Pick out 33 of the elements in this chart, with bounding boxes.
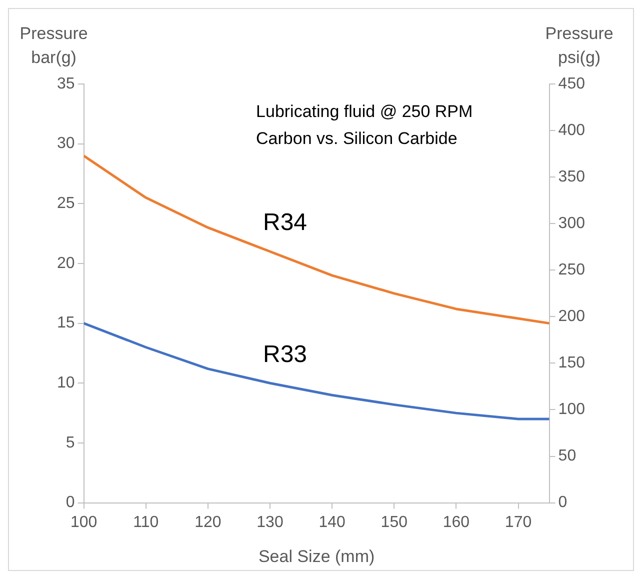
y-tick-label: 0 bbox=[66, 494, 75, 512]
y-tick-label: 25 bbox=[57, 195, 75, 212]
y-axis-title: Pressure bar(g) bbox=[20, 24, 88, 67]
y2-tick-label: 400 bbox=[558, 122, 586, 139]
y-tick-label: 35 bbox=[57, 75, 75, 92]
series-label: R34 bbox=[262, 209, 308, 236]
x-tick-label: 170 bbox=[504, 514, 532, 531]
y2-tick-label: 150 bbox=[558, 354, 586, 372]
y-tick-label: 20 bbox=[57, 254, 75, 272]
y-tick-label: 5 bbox=[66, 434, 75, 452]
x-axis-title: Seal Size (mm) bbox=[258, 547, 375, 566]
x-tick-label: 130 bbox=[256, 514, 284, 531]
x-tick-label: 100 bbox=[70, 514, 98, 531]
annotation: Carbon vs. Silicon Carbide bbox=[256, 129, 458, 148]
x-tick-label: 110 bbox=[133, 514, 159, 531]
y2-tick-label: 0 bbox=[558, 494, 568, 512]
y2-tick-label: 350 bbox=[558, 168, 586, 186]
y2-axis-title: Pressure psi(g) bbox=[545, 24, 614, 67]
y2-tick-label: 200 bbox=[558, 308, 586, 326]
y2-tick-label: 250 bbox=[558, 262, 586, 279]
x-tick-label: 160 bbox=[442, 514, 470, 531]
y-tick-label: 10 bbox=[57, 374, 75, 392]
series-label: R33 bbox=[262, 340, 308, 368]
x-tick-label: 120 bbox=[194, 514, 222, 531]
annotation: Lubricating fluid @ 250 RPM bbox=[256, 102, 473, 122]
x-tick-label: 140 bbox=[318, 514, 346, 531]
x-tick-label: 150 bbox=[380, 514, 408, 531]
y2-tick-label: 100 bbox=[558, 401, 586, 418]
y2-tick-label: 450 bbox=[558, 75, 586, 92]
y-tick-label: 30 bbox=[57, 135, 75, 152]
y-tick-label: 15 bbox=[57, 314, 75, 332]
y2-tick-label: 50 bbox=[558, 448, 576, 465]
y2-tick-label: 300 bbox=[558, 215, 586, 232]
